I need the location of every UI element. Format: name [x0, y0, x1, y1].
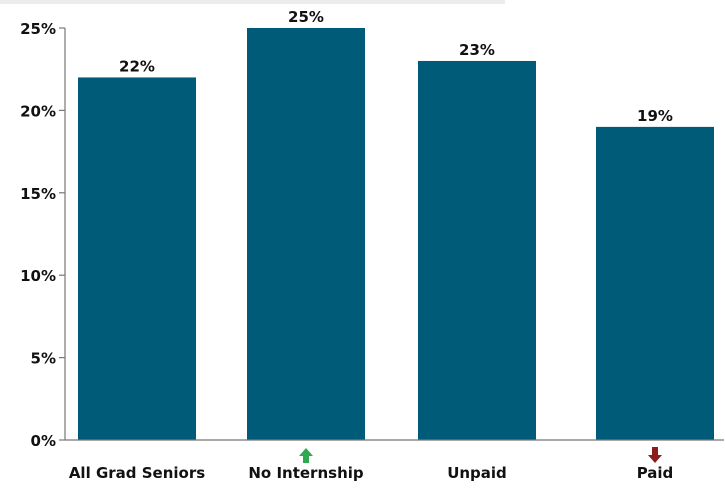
bar: [418, 60, 536, 441]
x-tick-label: Paid: [637, 464, 674, 482]
x-tick-label: No Internship: [248, 464, 364, 482]
category-markers-group: [299, 447, 662, 463]
bar-value-label: 19%: [637, 107, 673, 125]
bar: [247, 28, 365, 440]
x-tick-label: All Grad Seniors: [69, 464, 205, 482]
value-labels-group: 22% 25% 23% 19%: [119, 8, 673, 125]
bar: [78, 77, 196, 440]
y-tick-label: 15%: [20, 185, 56, 203]
y-tick-label: 5%: [31, 350, 56, 368]
bar-value-label: 22%: [119, 57, 155, 75]
bar-value-label: 23%: [459, 41, 495, 59]
y-axis: 0% 5% 10% 15% 20% 25%: [20, 20, 66, 450]
y-tick-label: 25%: [20, 20, 56, 38]
down-arrow-icon: [648, 447, 662, 463]
bar-value-label: 25%: [288, 8, 324, 26]
up-arrow-icon: [299, 448, 313, 463]
bars-group: [78, 28, 714, 441]
top-cropped-rule: [0, 0, 505, 4]
x-axis-labels-group: All Grad Seniors No Internship Unpaid Paid: [69, 464, 673, 482]
x-tick-label: Unpaid: [447, 464, 507, 482]
y-tick-label: 0%: [31, 432, 56, 450]
bar: [596, 126, 714, 440]
y-tick-label: 20%: [20, 102, 56, 120]
y-tick-label: 10%: [20, 267, 56, 285]
